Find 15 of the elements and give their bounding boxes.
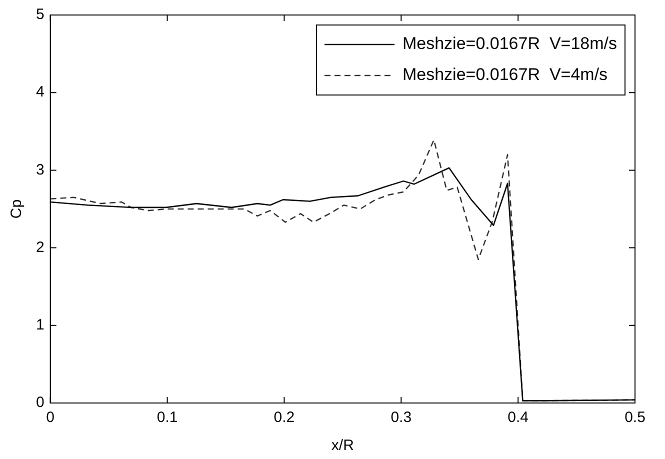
x-tick-label: 0.3: [390, 409, 412, 426]
x-tick-label: 0.4: [508, 409, 528, 426]
legend-label: Meshzie=0.0167R V=4m/s: [402, 65, 608, 84]
x-tick-label: 0.5: [624, 409, 646, 426]
y-tick-label: 4: [36, 84, 44, 101]
y-tick-label: 2: [36, 238, 44, 256]
y-tick-label: 3: [36, 161, 44, 178]
y-axis-title: Cp: [8, 199, 26, 219]
legend-label: Meshzie=0.0167R V=18m/s: [402, 34, 618, 54]
x-tick-label: 0.1: [156, 409, 178, 426]
x-tick-label: 0.2: [274, 409, 295, 426]
y-tick-label: 5: [36, 6, 44, 24]
x-axis-title: x/R: [331, 437, 354, 454]
y-tick-label: 0: [36, 394, 44, 412]
y-tick-label: 1: [36, 316, 44, 334]
